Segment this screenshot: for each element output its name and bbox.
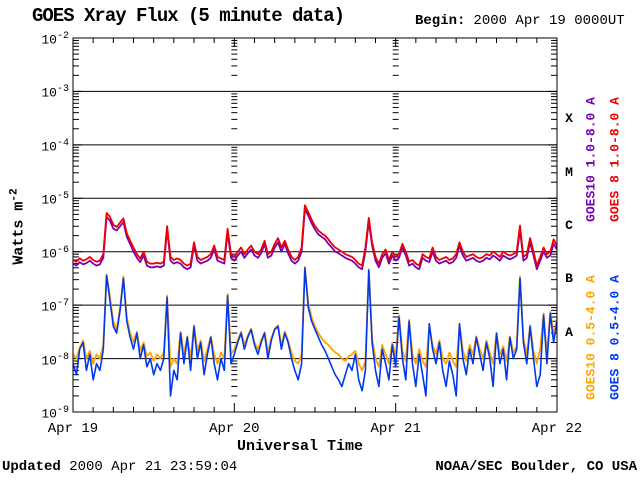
- y-tick-label: 10-8: [41, 351, 69, 368]
- x-tick-label: Apr 21: [370, 421, 421, 437]
- trace-goes-8-1-0-8-0-a: [73, 204, 557, 267]
- flare-class-label: A: [565, 324, 573, 340]
- x-axis-title: Universal Time: [236, 438, 364, 455]
- legend-goes-8-0-5-4-0-a: GOES 8 0.5-4.0 A: [607, 275, 623, 400]
- flare-class-label: B: [565, 271, 573, 287]
- y-tick-label: 10-6: [41, 244, 69, 262]
- trace-goes-8-0-5-4-0-a: [73, 266, 557, 397]
- credit-text: NOAA/SEC Boulder, CO USA: [435, 459, 637, 475]
- y-tick-label: 10-4: [41, 137, 69, 155]
- updated-value: 2000 Apr 21 23:59:04: [60, 459, 238, 475]
- flare-class-label: C: [565, 218, 573, 233]
- x-tick-label: Apr 19: [47, 421, 99, 437]
- trace-goes10-0-5-4-0-a: [73, 265, 557, 372]
- legend-goes10-0-5-4-0-a: GOES10 0.5-4.0 A: [583, 275, 599, 400]
- updated-timestamp: Updated 2000 Apr 21 23:59:04: [2, 459, 237, 475]
- flare-class-label: X: [565, 111, 573, 127]
- x-tick-label: Apr 20: [209, 421, 260, 437]
- begin-label: Begin:: [415, 13, 466, 29]
- y-tick-label: 10-7: [41, 298, 69, 315]
- begin-time: Begin: 2000 Apr 19 0000UT: [415, 13, 625, 29]
- flare-class-label: M: [565, 164, 573, 180]
- updated-label: Updated: [2, 459, 61, 475]
- begin-value: 2000 Apr 19 0000UT: [473, 13, 625, 29]
- trace-goes10-1-0-8-0-a: [73, 208, 557, 271]
- y-tick-label: 10-2: [41, 31, 69, 48]
- y-tick-label: 10-9: [41, 405, 69, 422]
- y-tick-label: 10-5: [41, 191, 69, 208]
- x-tick-label: Apr 22: [531, 421, 583, 437]
- legend-goes-8-1-0-8-0-a: GOES 8 1.0-8.0 A: [607, 97, 623, 222]
- y-tick-label: 10-3: [41, 84, 69, 101]
- chart-title: GOES Xray Flux (5 minute data): [32, 5, 345, 27]
- legend-goes10-1-0-8-0-a: GOES10 1.0-8.0 A: [583, 97, 599, 222]
